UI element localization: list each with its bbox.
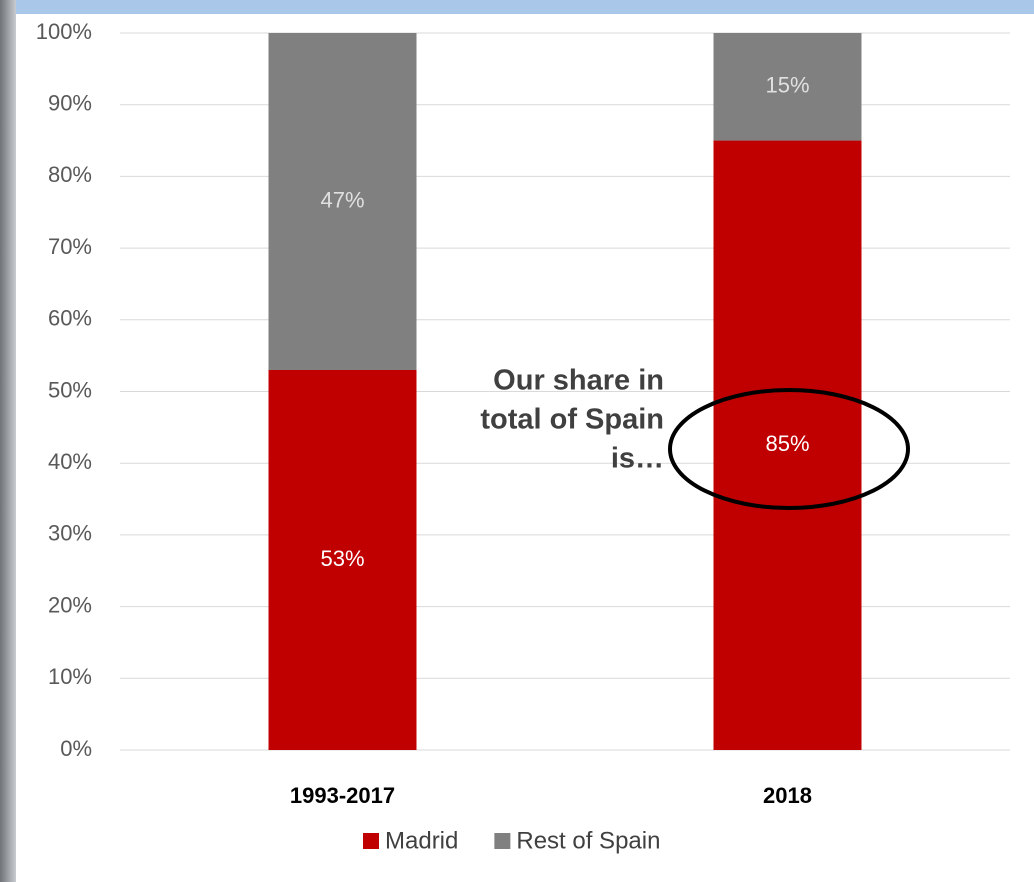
annotation-line: Our share in xyxy=(493,365,664,397)
value-label: 15% xyxy=(765,73,809,98)
chart-panel xyxy=(16,14,1034,882)
value-label: 85% xyxy=(765,431,809,456)
y-tick-label: 80% xyxy=(48,162,92,187)
y-tick-label: 30% xyxy=(48,521,92,546)
y-tick-label: 60% xyxy=(48,306,92,331)
value-label: 53% xyxy=(320,546,364,571)
x-tick-label: 2018 xyxy=(763,783,812,808)
y-tick-label: 20% xyxy=(48,592,92,617)
y-tick-label: 10% xyxy=(48,664,92,689)
y-tick-label: 70% xyxy=(48,234,92,259)
top-border xyxy=(0,0,1034,14)
legend-label: Rest of Spain xyxy=(516,827,660,854)
y-tick-label: 100% xyxy=(36,19,92,44)
x-tick-label: 1993-2017 xyxy=(290,783,395,808)
annotation-line: total of Spain xyxy=(480,404,664,436)
y-tick-label: 40% xyxy=(48,449,92,474)
y-tick-label: 50% xyxy=(48,377,92,402)
y-tick-label: 90% xyxy=(48,91,92,116)
value-label: 47% xyxy=(320,187,364,212)
annotation-line: is… xyxy=(611,443,664,475)
left-edge xyxy=(0,0,16,882)
y-tick-label: 0% xyxy=(60,736,92,761)
legend-swatch xyxy=(363,833,379,849)
chart: 0% 10% 20% 30% 40% 50% 60% 70% 80% 90% 100% 1993-20… xyxy=(0,0,1034,882)
legend-swatch xyxy=(494,833,510,849)
legend-label: Madrid xyxy=(385,827,458,854)
